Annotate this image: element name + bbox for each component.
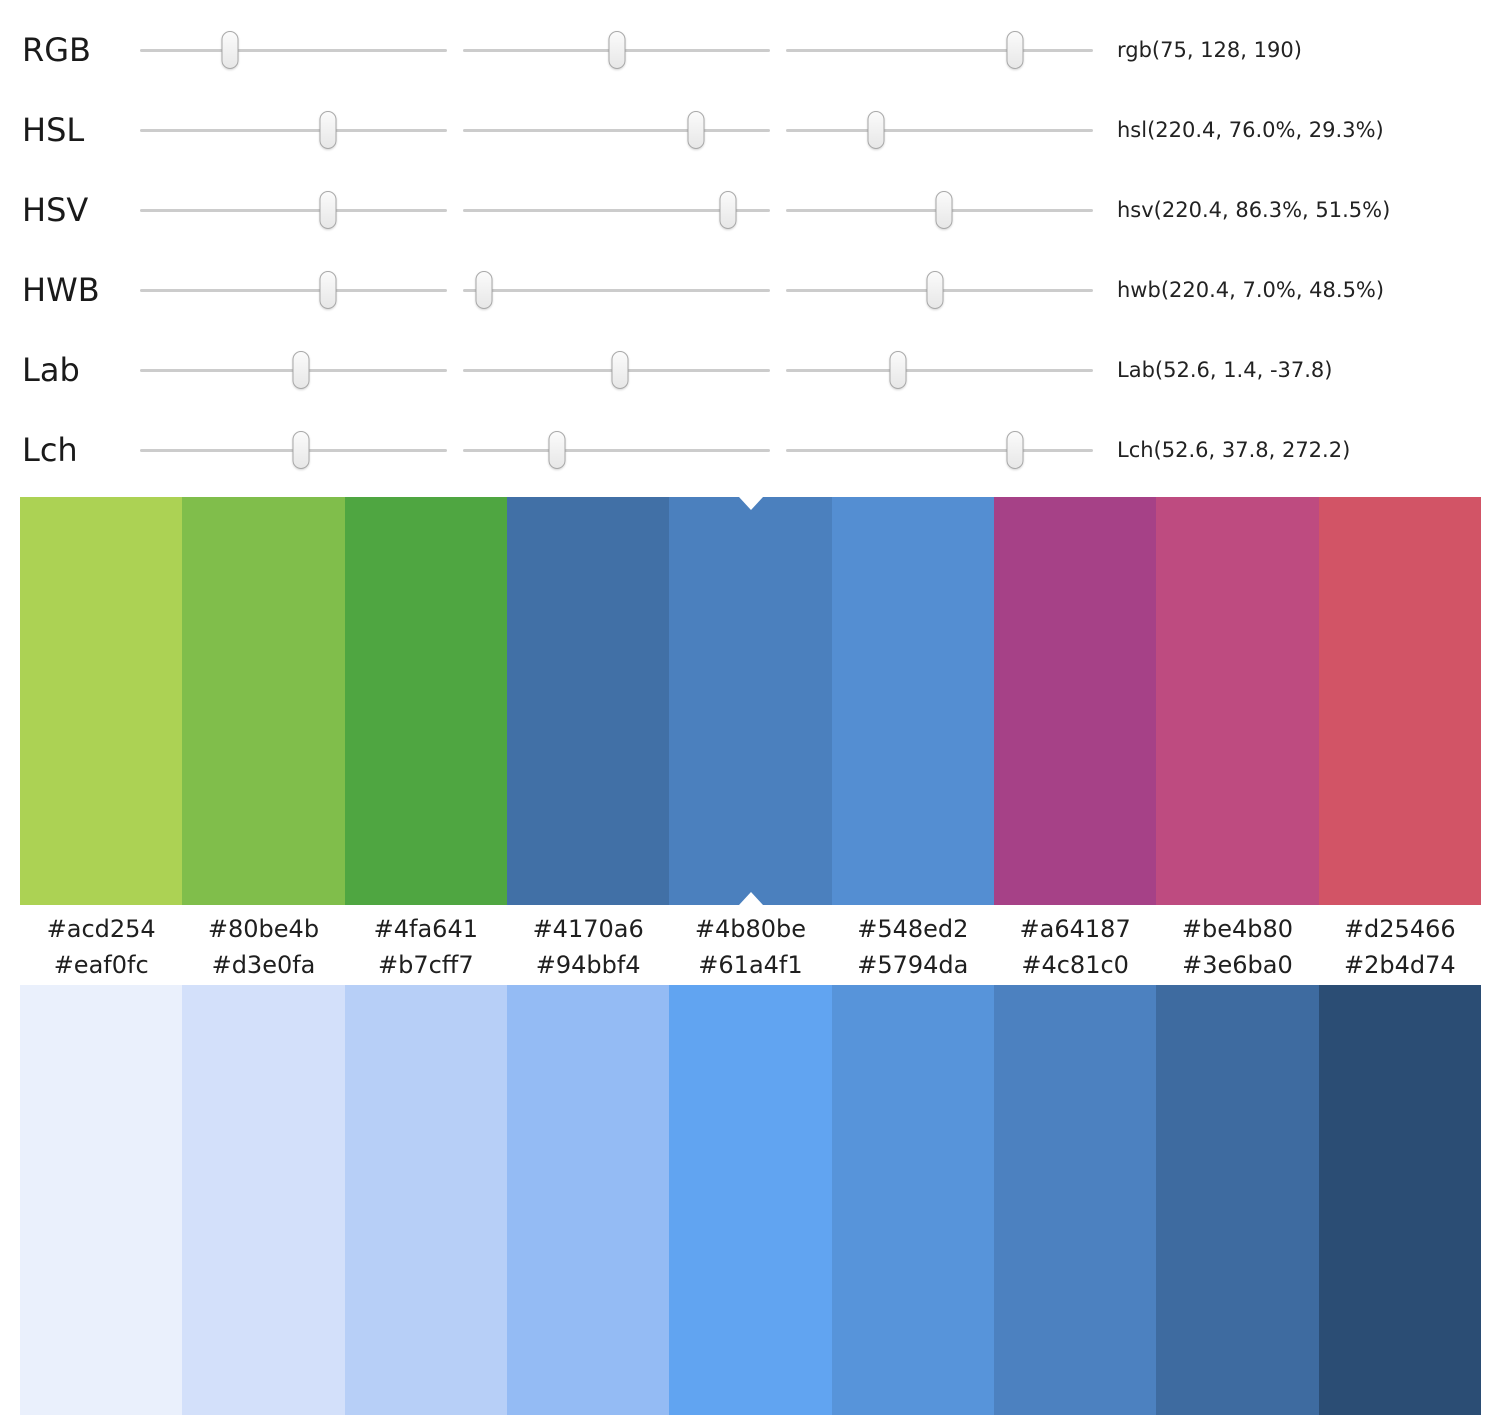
slider-label-hsl: HSL <box>22 111 85 149</box>
lab-slider-track-2[interactable] <box>463 351 770 389</box>
lch-slider-track-2[interactable] <box>463 431 770 469</box>
scale-swatch-6[interactable] <box>831 985 994 1415</box>
hue-swatch-2[interactable] <box>182 497 345 905</box>
scale-swatch-4[interactable] <box>506 985 670 1415</box>
scale-swatch-9[interactable] <box>1318 985 1481 1415</box>
hsl-slider-track-1[interactable] <box>140 111 447 149</box>
slider-row-hwb: HWB hwb(220.4, 7.0%, 48.5%) <box>0 250 1501 330</box>
hue-hex-label-5: #4b80be <box>694 915 807 943</box>
hwb-slider-handle-1[interactable] <box>319 271 337 309</box>
hue-swatch-5[interactable] <box>669 497 832 905</box>
hsl-slider-track-3[interactable] <box>786 111 1093 149</box>
hue-hex-label-3: #4fa641 <box>373 915 478 943</box>
slider-label-rgb: RGB <box>22 31 91 69</box>
lightness-scale-strip <box>20 985 1481 1415</box>
lch-slider-handle-2[interactable] <box>548 431 566 469</box>
hue-hex-label-7: #a64187 <box>1019 915 1131 943</box>
scale-hex-label-6: #5794da <box>857 951 969 979</box>
lab-slider-handle-2[interactable] <box>611 351 629 389</box>
color-value-hsl: hsl(220.4, 76.0%, 29.3%) <box>1117 118 1384 142</box>
hwb-slider-track-1[interactable] <box>140 271 447 309</box>
hsv-slider-handle-1[interactable] <box>319 191 337 229</box>
lab-slider-handle-3[interactable] <box>889 351 907 389</box>
scale-swatch-8[interactable] <box>1156 985 1319 1415</box>
scale-hex-label-9: #2b4d74 <box>1343 951 1456 979</box>
hwb-slider-handle-2[interactable] <box>475 271 493 309</box>
slider-row-rgb: RGB rgb(75, 128, 190) <box>0 10 1501 90</box>
hue-swatch-3[interactable] <box>344 497 507 905</box>
color-value-rgb: rgb(75, 128, 190) <box>1117 38 1302 62</box>
hue-hex-label-1: #acd254 <box>46 915 156 943</box>
slider-row-lch: Lch Lch(52.6, 37.8, 272.2) <box>0 410 1501 490</box>
hsv-slider-handle-3[interactable] <box>935 191 953 229</box>
lab-slider-track-3[interactable] <box>786 351 1093 389</box>
hsl-slider-handle-3[interactable] <box>867 111 885 149</box>
hsl-slider-handle-2[interactable] <box>687 111 705 149</box>
rgb-slider-handle-3[interactable] <box>1006 31 1024 69</box>
lch-slider-handle-1[interactable] <box>292 431 310 469</box>
rgb-slider-track-3[interactable] <box>786 31 1093 69</box>
rgb-slider-handle-1[interactable] <box>221 31 239 69</box>
selected-swatch-notch-bottom <box>738 892 763 905</box>
hsl-slider-track-2[interactable] <box>463 111 770 149</box>
hue-swatch-9[interactable] <box>1318 497 1481 905</box>
slider-row-hsv: HSV hsv(220.4, 86.3%, 51.5%) <box>0 170 1501 250</box>
scale-hex-label-5: #61a4f1 <box>698 951 803 979</box>
hue-palette-strip <box>20 497 1481 905</box>
color-value-lch: Lch(52.6, 37.8, 272.2) <box>1117 438 1351 462</box>
scale-swatch-1[interactable] <box>20 985 183 1415</box>
hsv-slider-handle-2[interactable] <box>719 191 737 229</box>
slider-label-lab: Lab <box>22 351 80 389</box>
scale-hex-label-4: #94bbf4 <box>535 951 641 979</box>
rgb-slider-track-1[interactable] <box>140 31 447 69</box>
hue-swatch-6[interactable] <box>831 497 994 905</box>
hwb-slider-track-3[interactable] <box>786 271 1093 309</box>
slider-panel: RGB rgb(75, 128, 190) HSL hsl(220.4, 76.0%,… <box>0 0 1501 490</box>
selected-swatch-notch-top <box>738 497 763 510</box>
scale-hex-label-3: #b7cff7 <box>378 951 474 979</box>
color-value-lab: Lab(52.6, 1.4, -37.8) <box>1117 358 1333 382</box>
hue-hex-label-8: #be4b80 <box>1181 915 1294 943</box>
hue-hex-label-2: #80be4b <box>207 915 320 943</box>
hsv-slider-track-3[interactable] <box>786 191 1093 229</box>
lab-slider-track-1[interactable] <box>140 351 447 389</box>
hue-swatch-8[interactable] <box>1156 497 1319 905</box>
hsv-slider-track-1[interactable] <box>140 191 447 229</box>
hue-hex-label-9: #d25466 <box>1343 915 1456 943</box>
lightness-scale-labels: #eaf0fc #d3e0fa #b7cff7 #94bbf4 #61a4f1 #5794… <box>20 949 1481 985</box>
hsv-slider-track-2[interactable] <box>463 191 770 229</box>
hwb-slider-track-2[interactable] <box>463 271 770 309</box>
lch-slider-track-3[interactable] <box>786 431 1093 469</box>
lab-slider-handle-1[interactable] <box>292 351 310 389</box>
hue-hex-label-6: #548ed2 <box>857 915 969 943</box>
scale-hex-label-1: #eaf0fc <box>53 951 149 979</box>
hue-swatch-4[interactable] <box>506 497 670 905</box>
hsl-slider-handle-1[interactable] <box>319 111 337 149</box>
scale-swatch-7[interactable] <box>993 985 1157 1415</box>
scale-hex-label-8: #3e6ba0 <box>1182 951 1293 979</box>
scale-swatch-2[interactable] <box>182 985 345 1415</box>
hue-swatch-1[interactable] <box>20 497 183 905</box>
slider-label-hsv: HSV <box>22 191 89 229</box>
scale-swatch-3[interactable] <box>344 985 507 1415</box>
hue-swatch-7[interactable] <box>993 497 1157 905</box>
rgb-slider-track-2[interactable] <box>463 31 770 69</box>
hue-palette-labels: #acd254 #80be4b #4fa641 #4170a6 #4b80be #548e… <box>20 905 1481 949</box>
hue-hex-label-4: #4170a6 <box>532 915 644 943</box>
lch-slider-handle-3[interactable] <box>1006 431 1024 469</box>
slider-row-lab: Lab Lab(52.6, 1.4, -37.8) <box>0 330 1501 410</box>
color-value-hwb: hwb(220.4, 7.0%, 48.5%) <box>1117 278 1385 302</box>
slider-label-hwb: HWB <box>22 271 100 309</box>
lch-slider-track-1[interactable] <box>140 431 447 469</box>
rgb-slider-handle-2[interactable] <box>608 31 626 69</box>
hwb-slider-handle-3[interactable] <box>926 271 944 309</box>
scale-hex-label-7: #4c81c0 <box>1021 951 1129 979</box>
slider-row-hsl: HSL hsl(220.4, 76.0%, 29.3%) <box>0 90 1501 170</box>
scale-hex-label-2: #d3e0fa <box>211 951 316 979</box>
scale-swatch-5[interactable] <box>669 985 832 1415</box>
slider-label-lch: Lch <box>22 431 78 469</box>
color-value-hsv: hsv(220.4, 86.3%, 51.5%) <box>1117 198 1391 222</box>
